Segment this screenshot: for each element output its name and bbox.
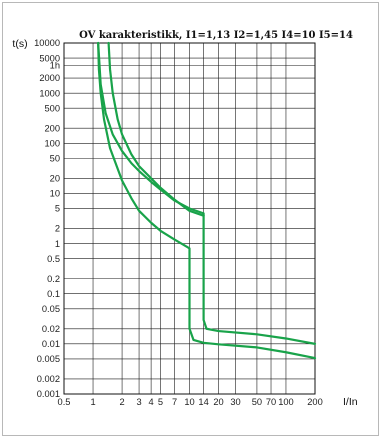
x-tick-label: 100 [278, 397, 294, 407]
x-axis-label: I/In [343, 396, 358, 408]
grid-lines [63, 42, 316, 395]
y-tick-label: 500 [44, 103, 60, 113]
x-tick-labels: 0.5 1 2 3 4 5 7 10 14 20 30 50 70 100 200 [58, 397, 323, 407]
chart-title: OV karakteristikk, I1=1,13 I2=1,45 I4=10… [79, 30, 353, 41]
x-tick-label: 14 [198, 397, 208, 407]
y-tick-label: 20 [50, 174, 60, 184]
x-tick-label: 50 [252, 397, 262, 407]
x-tick-label: 30 [230, 397, 240, 407]
y-tick-label: 0.005 [37, 354, 60, 364]
x-tick-label: 70 [266, 397, 276, 407]
y-tick-label: 10000 [34, 38, 60, 48]
x-tick-label: 10 [184, 397, 194, 407]
y-tick-label: 0.5 [47, 254, 60, 264]
chart-canvas: OV karakteristikk, I1=1,13 I2=1,45 I4=10… [12, 30, 358, 408]
plot-border [63, 42, 316, 395]
trip-curve [107, 41, 205, 217]
x-tick-label: 7 [172, 397, 177, 407]
y-tick-label: 0.05 [42, 304, 60, 314]
chart-frame: OV karakteristikk, I1=1,13 I2=1,45 I4=10… [2, 2, 379, 436]
y-tick-label: 0.2 [47, 274, 60, 284]
y-tick-label: 2 [55, 224, 60, 234]
y-tick-label: 5000 [39, 53, 60, 63]
y-tick-label: 1000 [39, 88, 60, 98]
x-tick-label: 5 [158, 397, 163, 407]
y-tick-label: 50 [50, 154, 60, 164]
x-tick-label: 2 [119, 397, 124, 407]
y-tick-label: 0.1 [47, 289, 60, 299]
y-tick-label: 100 [44, 138, 60, 148]
x-tick-label: 20 [213, 397, 223, 407]
y-tick-label: 200 [44, 123, 60, 133]
x-tick-label: 3 [136, 397, 141, 407]
y-tick-label: 5 [55, 204, 60, 214]
y-tick-label: 0.002 [37, 374, 60, 384]
curves [97, 41, 317, 360]
y-tick-label: 0.01 [42, 339, 60, 349]
y-tick-label: 1h [50, 60, 60, 70]
trip-curve [97, 41, 317, 360]
y-tick-label: 0.02 [42, 324, 60, 334]
x-tick-label: 0.5 [58, 397, 71, 407]
x-tick-label: 200 [307, 397, 323, 407]
x-tick-label: 1 [90, 397, 95, 407]
x-tick-label: 4 [149, 397, 154, 407]
y-tick-label: 10 [50, 189, 60, 199]
y-tick-label: 0.001 [37, 389, 60, 399]
y-tick-label: 1 [55, 239, 60, 249]
y-axis-label: t(s) [12, 38, 27, 50]
y-tick-label: 2000 [39, 73, 60, 83]
